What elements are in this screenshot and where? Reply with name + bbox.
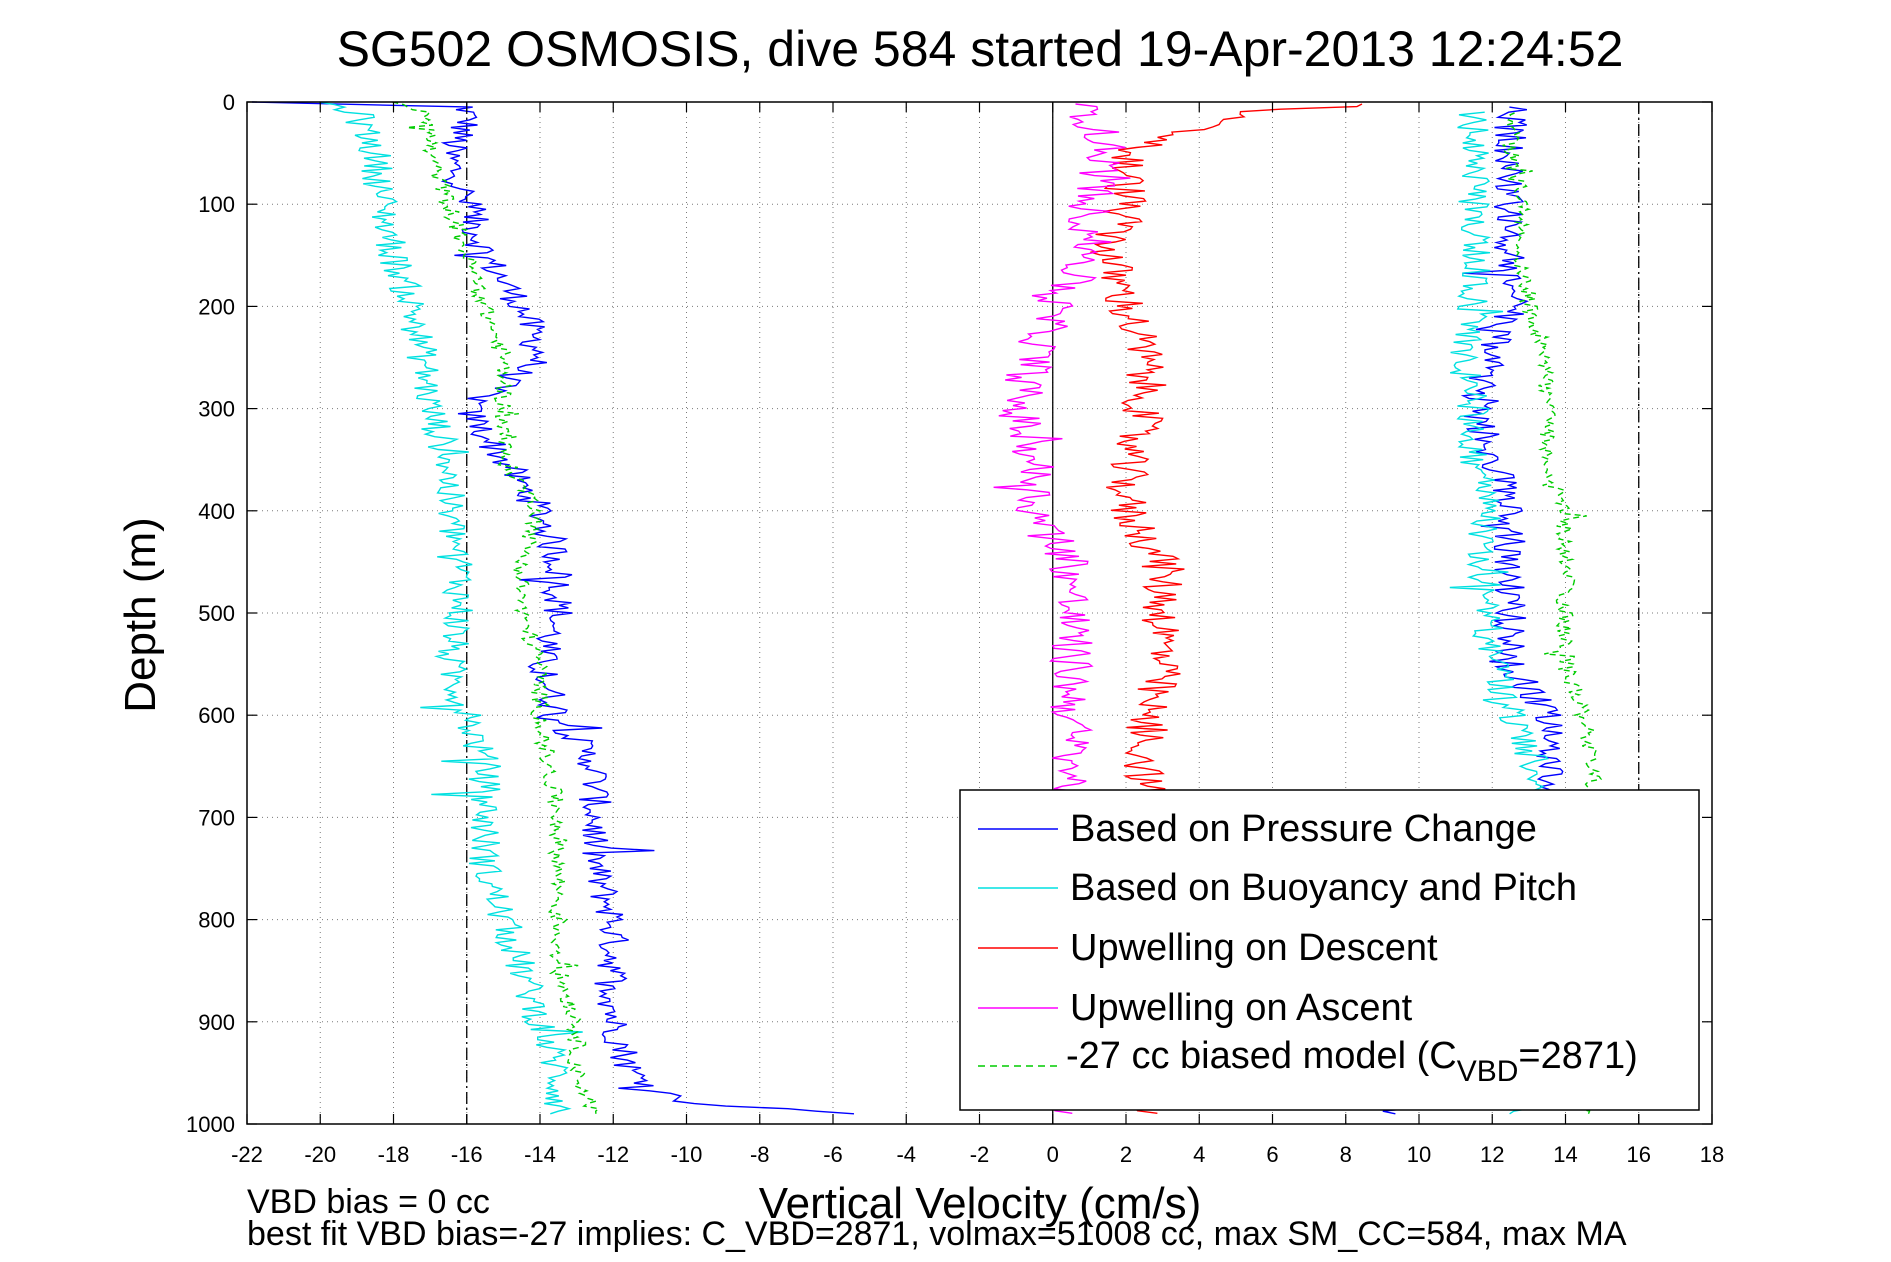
y-tick-labels: 0 100 200 300 400 500 600 700 800 900 1000 [186,90,235,1137]
y-tick-label: 400 [198,499,235,524]
footer-line-2: best fit VBD bias=-27 implies: C_VBD=287… [247,1215,1627,1253]
y-tick-label: 800 [198,908,235,933]
x-tick-label: -18 [378,1142,410,1167]
series-buoyancy-pitch-descent [318,101,583,1115]
y-tick-label: 100 [198,192,235,217]
x-tick-label: -14 [524,1142,556,1167]
legend: Based on Pressure Change Based on Buoyan… [959,789,1700,1111]
y-tick-label: 200 [198,294,235,319]
footer-line-1: VBD bias = 0 cc [247,1183,490,1221]
x-tick-label: 2 [1120,1142,1132,1167]
x-tick-label: 12 [1480,1142,1504,1167]
y-tick-label: 500 [198,601,235,626]
y-tick-label: 1000 [186,1112,235,1137]
legend-label-buoyancy: Based on Buoyancy and Pitch [1070,867,1577,909]
series-lines [252,101,1603,1115]
legend-label-model-prefix: -27 cc biased model (C [1066,1035,1457,1077]
x-axis-label: Vertical Velocity (cm/s) [759,1179,1202,1228]
x-tick-label: -6 [823,1142,843,1167]
legend-label-model-suffix: =2871) [1518,1035,1637,1077]
y-tick-label: 300 [198,397,235,422]
y-tick-label: 0 [223,90,235,115]
x-tick-labels: -22 -20 -18 -16 -14 -12 -10 -8 -6 -4 -2 0 2 4 6 8 10 12 14… [231,1142,1724,1167]
x-tick-label: 14 [1553,1142,1577,1167]
y-tick-label: 900 [198,1010,235,1035]
series-pressure-change-descent [252,101,855,1115]
x-tick-label: -2 [970,1142,990,1167]
legend-label-model: -27 cc biased model (CVBD=2871) [1066,1035,1638,1088]
x-tick-label: -10 [671,1142,703,1167]
x-tick-label: 4 [1193,1142,1205,1167]
x-tick-label: 8 [1340,1142,1352,1167]
legend-label-descent: Upwelling on Descent [1070,927,1438,969]
x-tick-label: -12 [597,1142,629,1167]
x-tick-label: -4 [896,1142,916,1167]
legend-label-pressure: Based on Pressure Change [1070,808,1537,850]
y-tick-label: 600 [198,703,235,728]
x-tick-label: -16 [451,1142,483,1167]
x-tick-label: 6 [1266,1142,1278,1167]
legend-label-ascent: Upwelling on Ascent [1070,987,1413,1029]
legend-label-model-subscript: VBD [1457,1055,1519,1088]
series-biased-model-descent [392,101,601,1114]
x-tick-label: -22 [231,1142,263,1167]
x-tick-label: -20 [304,1142,336,1167]
x-tick-label: 16 [1627,1142,1651,1167]
y-axis-label: Depth (m) [116,517,165,713]
x-tick-label: -8 [750,1142,770,1167]
axis-ticks [246,101,1713,1125]
legend-box [959,789,1700,1111]
x-tick-label: 18 [1700,1142,1724,1167]
x-tick-label: 10 [1407,1142,1431,1167]
x-tick-label: 0 [1047,1142,1059,1167]
y-tick-label: 700 [198,805,235,830]
chart-title: SG502 OSMOSIS, dive 584 started 19-Apr-2… [337,21,1624,77]
